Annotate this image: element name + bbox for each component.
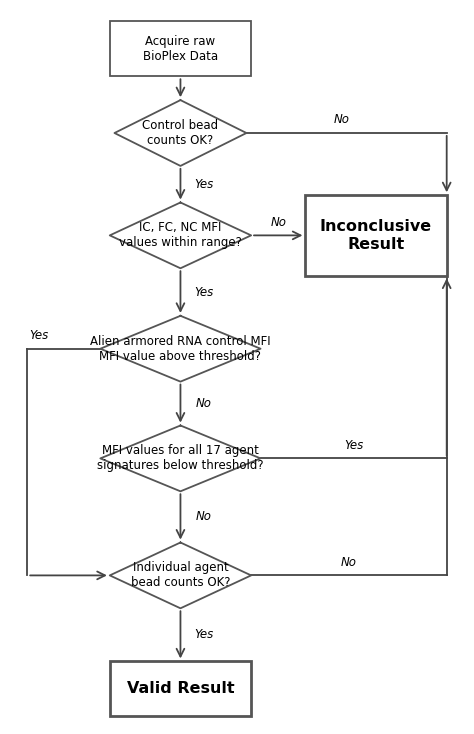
Text: Yes: Yes <box>194 628 214 642</box>
Text: Valid Result: Valid Result <box>127 681 234 697</box>
Polygon shape <box>110 203 251 269</box>
Text: No: No <box>196 397 212 410</box>
Text: No: No <box>334 113 350 126</box>
Polygon shape <box>110 542 251 608</box>
Polygon shape <box>100 426 261 491</box>
Polygon shape <box>100 316 261 382</box>
Polygon shape <box>115 100 246 166</box>
Text: Inconclusive
Result: Inconclusive Result <box>320 219 432 252</box>
Text: MFI values for all 17 agent
signatures below threshold?: MFI values for all 17 agent signatures b… <box>97 444 264 473</box>
Text: Acquire raw
BioPlex Data: Acquire raw BioPlex Data <box>143 35 218 63</box>
Text: Yes: Yes <box>194 178 214 191</box>
Bar <box>110 661 251 716</box>
Bar <box>110 21 251 76</box>
Text: Yes: Yes <box>344 439 363 451</box>
Text: No: No <box>341 556 357 569</box>
Bar <box>305 195 447 275</box>
Text: Yes: Yes <box>29 329 49 342</box>
Text: Control bead
counts OK?: Control bead counts OK? <box>142 119 219 147</box>
Text: Yes: Yes <box>194 286 214 299</box>
Text: Alien armored RNA control MFI
MFI value above threshold?: Alien armored RNA control MFI MFI value … <box>90 335 271 363</box>
Text: No: No <box>196 510 212 523</box>
Text: IC, FC, NC MFI
values within range?: IC, FC, NC MFI values within range? <box>119 222 242 250</box>
Text: Individual agent
bead counts OK?: Individual agent bead counts OK? <box>131 562 230 589</box>
Text: No: No <box>270 216 286 229</box>
